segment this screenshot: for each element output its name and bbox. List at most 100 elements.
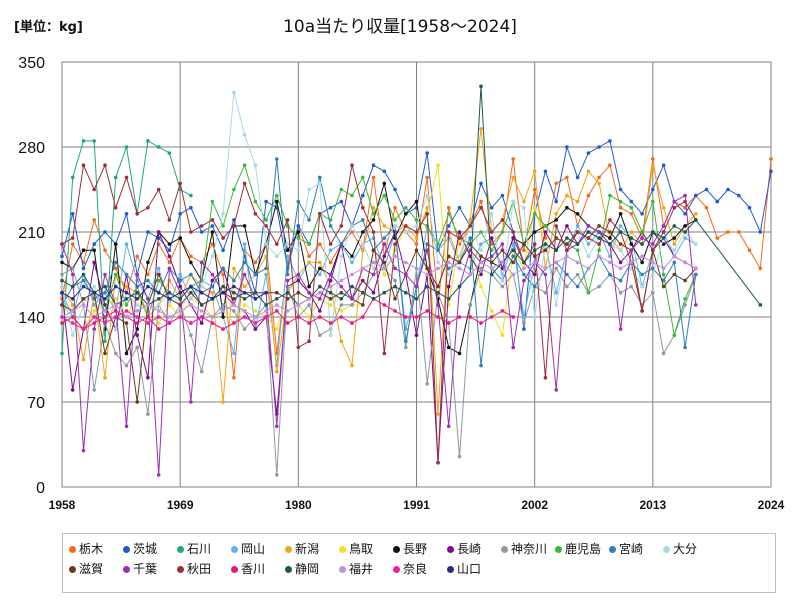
data-point	[221, 272, 225, 277]
data-point	[361, 303, 365, 307]
data-point	[586, 290, 591, 295]
unit-label: [単位：kg]	[14, 20, 83, 35]
data-point	[264, 272, 268, 277]
data-point	[479, 284, 483, 289]
data-point	[318, 181, 322, 186]
data-point	[210, 199, 215, 204]
data-point	[500, 242, 505, 246]
data-point	[328, 297, 333, 301]
y-tick-label: 350	[18, 55, 45, 72]
data-point	[70, 242, 75, 246]
data-point	[60, 303, 64, 307]
data-point	[618, 212, 623, 216]
data-point	[468, 315, 473, 319]
data-point	[60, 321, 64, 325]
data-point	[70, 333, 75, 338]
y-axis: 0 70 140 210 280 350	[18, 55, 45, 497]
data-point	[242, 133, 247, 137]
data-point	[92, 321, 96, 325]
data-point	[511, 157, 515, 161]
data-point	[199, 321, 204, 325]
data-point	[92, 388, 96, 392]
data-point	[554, 199, 558, 204]
legend-item: 茨城	[123, 540, 157, 557]
data-point	[446, 297, 451, 301]
legend-item: 長崎	[447, 540, 481, 557]
legend-marker	[231, 566, 238, 573]
data-point	[253, 212, 258, 216]
data-point	[285, 272, 290, 277]
data-point	[436, 303, 440, 307]
data-point	[371, 266, 376, 271]
data-point	[543, 224, 548, 228]
data-point	[479, 260, 483, 265]
data-point	[457, 454, 462, 459]
data-point	[92, 260, 96, 265]
data-point	[124, 315, 129, 319]
data-point	[361, 278, 365, 283]
data-point	[543, 272, 548, 277]
data-point	[318, 284, 322, 289]
data-point	[597, 230, 601, 234]
data-point	[328, 290, 333, 295]
data-point	[189, 205, 193, 210]
data-point	[70, 284, 75, 289]
data-point	[522, 272, 526, 277]
data-point	[328, 321, 333, 325]
data-point	[156, 230, 161, 234]
data-point	[704, 205, 709, 210]
legend-marker	[663, 546, 670, 553]
data-point	[575, 272, 580, 277]
data-point	[264, 218, 268, 222]
data-point	[694, 272, 698, 277]
data-point	[737, 230, 741, 234]
data-point	[81, 278, 86, 283]
data-point	[307, 290, 311, 295]
legend-item: 福井	[339, 560, 373, 577]
data-point	[629, 230, 634, 234]
legend-item: 石川	[177, 540, 211, 557]
data-point	[318, 290, 322, 295]
data-point	[479, 205, 483, 210]
data-point	[232, 266, 236, 271]
data-point	[565, 248, 569, 252]
data-point	[178, 278, 182, 283]
data-point	[221, 309, 225, 313]
x-tick-label: 2024	[758, 498, 785, 512]
data-point	[350, 303, 354, 307]
data-point	[694, 193, 698, 198]
data-point	[92, 315, 96, 319]
legend-label: 秋田	[187, 562, 212, 576]
legend-marker	[447, 566, 454, 573]
data-point	[189, 303, 193, 307]
data-point	[232, 297, 236, 301]
data-point	[479, 84, 483, 89]
data-point	[737, 193, 741, 198]
data-point	[618, 278, 623, 283]
data-point	[446, 284, 451, 289]
data-point	[113, 351, 118, 356]
data-point	[382, 266, 387, 271]
data-point	[167, 266, 172, 271]
data-point	[500, 260, 505, 265]
legend-item: 宮崎	[609, 540, 643, 557]
data-point	[275, 199, 279, 204]
data-point	[264, 303, 268, 307]
data-point	[199, 224, 204, 228]
data-point	[60, 278, 64, 283]
data-point	[683, 297, 687, 301]
data-point	[683, 212, 687, 216]
data-point	[629, 212, 634, 216]
data-point	[189, 193, 193, 198]
data-point	[489, 205, 494, 210]
data-point	[103, 321, 107, 325]
data-point	[242, 181, 247, 186]
line-chart: 0 70 140 210 280 350 1958 1969 1980 1991 2002 2013…	[18, 55, 785, 512]
data-point	[135, 400, 139, 404]
data-point	[264, 224, 268, 228]
data-point	[70, 303, 75, 307]
legend-label: 石川	[187, 542, 212, 556]
legend-item: 千葉	[123, 560, 157, 577]
data-point	[113, 175, 118, 180]
data-point	[135, 315, 139, 319]
